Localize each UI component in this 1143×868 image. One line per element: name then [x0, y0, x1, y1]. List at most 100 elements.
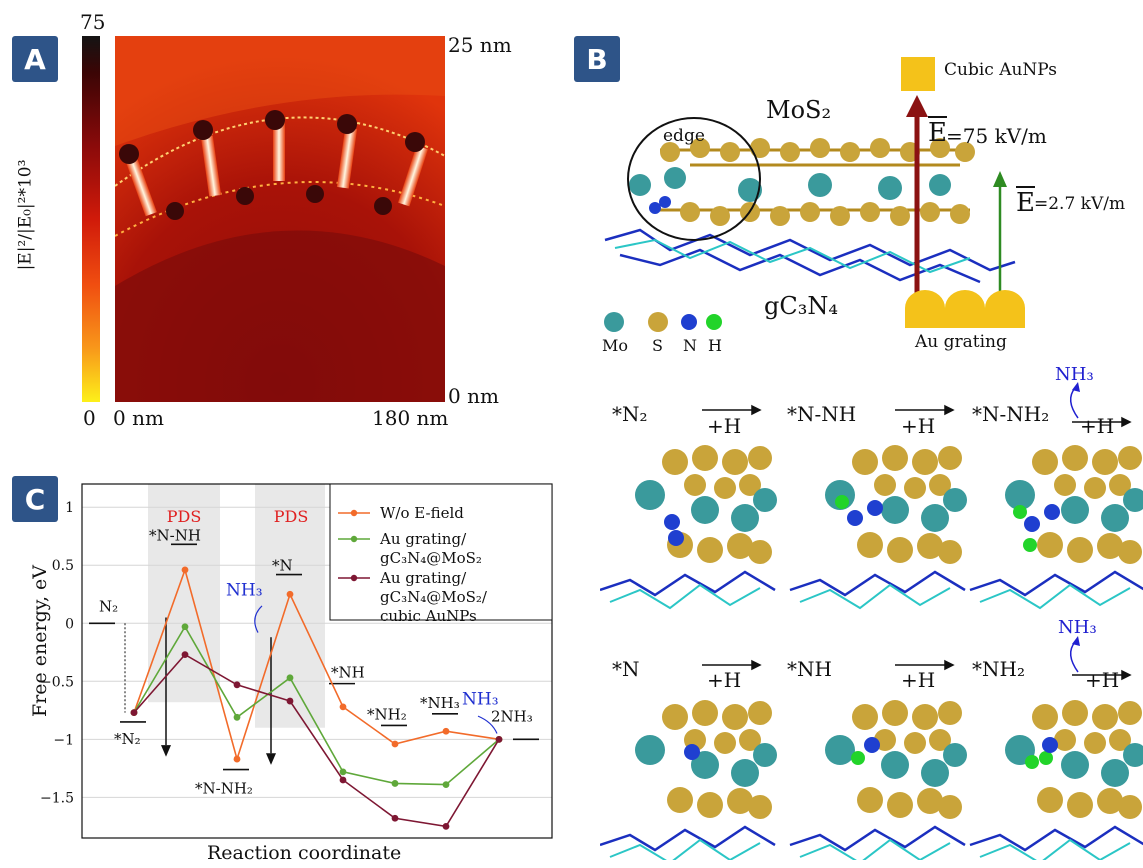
colorbar: [82, 36, 100, 402]
nh3-annotation: NH₃: [462, 690, 499, 710]
series-point: [391, 780, 399, 787]
chart-legend-box: [329, 483, 553, 621]
plus-h-4: +H: [707, 668, 742, 692]
nh3-annotation: NH₃: [226, 580, 263, 600]
series-point: [495, 735, 503, 743]
step-label-nh: *NH: [787, 657, 832, 681]
pds-label: PDS: [167, 507, 202, 526]
edge-label: edge: [663, 126, 705, 146]
series-point: [339, 703, 347, 711]
colorbar-label: |E|²/|E₀|²*10³: [15, 159, 36, 271]
step-label-nh2: *NH₂: [972, 657, 1025, 681]
y-tick-label: −1: [53, 732, 74, 748]
series-point: [339, 768, 347, 776]
edge-circle: [627, 117, 761, 241]
mos2-label: MoS₂: [766, 96, 832, 124]
legend-label: gC₃N₄@MoS₂/: [380, 588, 488, 606]
series-point: [181, 623, 189, 631]
step-label-n-nh2: *N-NH₂: [972, 402, 1050, 426]
state-label: *NH: [331, 664, 365, 682]
y-tick-label: 0.5: [52, 558, 74, 574]
pds-arrow-head: [266, 753, 276, 765]
panel-a-badge: A: [12, 36, 58, 82]
series-point: [339, 776, 347, 784]
series-line: [133, 653, 500, 828]
series-line: [133, 625, 500, 786]
series-line: [133, 567, 500, 762]
legend-label: W/o E-field: [380, 504, 464, 522]
series-point: [130, 709, 138, 717]
legend-label: gC₃N₄@MoS₂: [380, 549, 482, 567]
series-point: [286, 697, 294, 705]
series-point: [442, 727, 450, 735]
x-left-label: 0 nm: [113, 406, 164, 430]
x-axis-label: Reaction coordinate: [207, 842, 402, 864]
series-point: [391, 814, 399, 822]
legend-s-icon: [648, 312, 668, 332]
y-axis-label: Free energy, eV: [29, 564, 52, 718]
e-strong-symbol: E: [928, 118, 947, 148]
cubic-aunp-label: Cubic AuNPs: [944, 60, 1058, 80]
y-tick-label: −0.5: [40, 674, 74, 690]
legend-swatch-point: [350, 509, 358, 517]
legend-h-icon: [706, 314, 722, 330]
x-right-label: 180 nm: [372, 406, 449, 430]
y-tick-label: −1.5: [40, 790, 74, 806]
panel-b-badge: B: [574, 36, 620, 82]
series-point: [233, 755, 241, 763]
plus-h-3: +H: [1080, 414, 1115, 438]
nh3-arrow: [477, 715, 498, 734]
plus-h-2: +H: [901, 414, 936, 438]
plot-frame: [81, 483, 553, 839]
legend-mo-label: Mo: [602, 336, 629, 355]
state-label: *N: [272, 557, 293, 575]
legend-label: Au grating/: [379, 530, 467, 548]
series-point: [391, 740, 399, 748]
field-weak-label: =2.7 kV/m: [1034, 194, 1126, 214]
atom-legend: Mo S N H: [602, 312, 734, 357]
plus-h-6: +H: [1085, 668, 1120, 692]
pds-region-2: [255, 484, 325, 728]
series-point: [442, 822, 450, 830]
pds-arrow-head: [161, 745, 171, 757]
pds-label: PDS: [274, 507, 309, 526]
step-label-n: *N: [612, 657, 640, 681]
series-point: [286, 674, 294, 682]
plus-h-1: +H: [707, 414, 742, 438]
snapshot-grid: [600, 443, 1143, 860]
state-label: *N₂: [114, 730, 141, 748]
legend-label: cubic AuNPs: [380, 607, 477, 625]
y-bottom-label: 0 nm: [448, 384, 499, 408]
state-label: *NH₂: [367, 705, 407, 723]
step-label-n-nh: *N-NH: [787, 402, 857, 426]
series-point: [233, 681, 241, 689]
state-label: *N-NH: [149, 526, 201, 544]
gc3n4-label: gC₃N₄: [764, 292, 838, 320]
panel-c-badge: C: [12, 476, 58, 522]
state-label: *N-NH₂: [195, 780, 253, 798]
nh3-release-2: NH₃: [1058, 617, 1097, 638]
legend-swatch-point: [350, 574, 358, 582]
legend-mo-icon: [604, 312, 624, 332]
series-point: [233, 713, 241, 721]
legend-n-icon: [681, 314, 697, 330]
plus-h-5: +H: [901, 668, 936, 692]
field-arrows: [906, 95, 1007, 295]
series-point: [181, 566, 189, 574]
legend-label: Au grating/: [379, 569, 467, 587]
series-point: [286, 590, 294, 598]
colorbar-max: 75: [80, 10, 106, 34]
state-label: *NH₃: [420, 694, 460, 712]
field-strong-label: =75 kV/m: [946, 124, 1047, 148]
free-energy-chart: 1 0.5 0 −0.5 −1 −1.5 PDS PDS N₂ *N₂ *N-NH *N-NH₂ *N *…: [40, 483, 553, 839]
e-weak-symbol: E: [1016, 188, 1035, 218]
series-point: [181, 651, 189, 659]
state-label: N₂: [99, 597, 118, 615]
nh3-release-1: NH₃: [1055, 364, 1094, 385]
y-tick-label: 0: [65, 616, 74, 632]
step-arrows: [702, 382, 1132, 681]
colorbar-min: 0: [83, 406, 96, 430]
au-grating: [905, 290, 1025, 328]
legend-n-label: N: [683, 336, 697, 355]
step-label-n2: *N₂: [612, 402, 648, 426]
